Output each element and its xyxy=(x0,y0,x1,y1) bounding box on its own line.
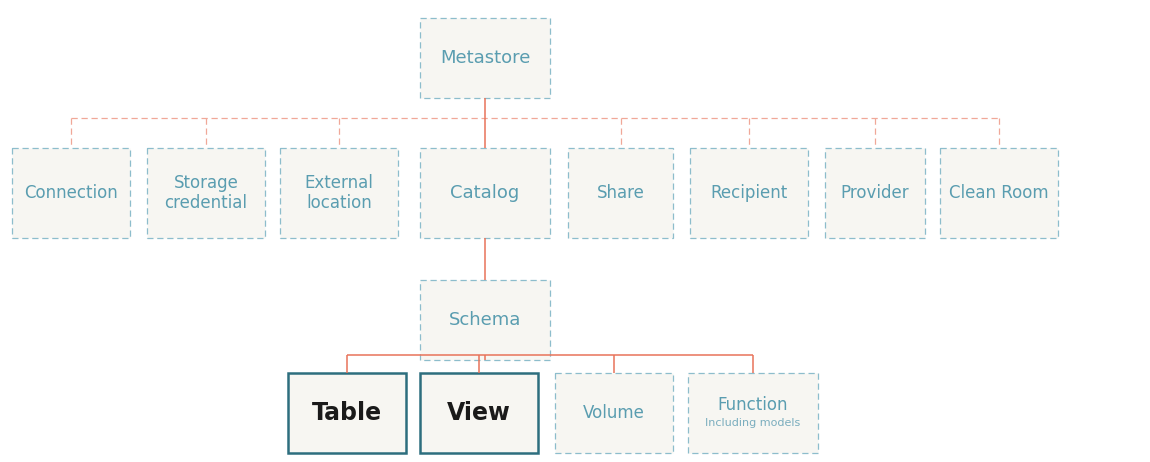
Text: Clean Room: Clean Room xyxy=(949,184,1049,202)
Text: External
location: External location xyxy=(305,174,374,213)
FancyBboxPatch shape xyxy=(555,373,673,453)
FancyBboxPatch shape xyxy=(420,280,550,360)
Text: Recipient: Recipient xyxy=(711,184,788,202)
Text: Provider: Provider xyxy=(841,184,910,202)
FancyBboxPatch shape xyxy=(825,148,925,238)
Text: Schema: Schema xyxy=(448,311,521,329)
Text: Storage
credential: Storage credential xyxy=(164,174,247,213)
Text: View: View xyxy=(447,401,511,425)
FancyBboxPatch shape xyxy=(940,148,1058,238)
FancyBboxPatch shape xyxy=(690,148,808,238)
Text: Function: Function xyxy=(718,396,788,414)
FancyBboxPatch shape xyxy=(420,373,538,453)
FancyBboxPatch shape xyxy=(12,148,130,238)
FancyBboxPatch shape xyxy=(420,18,550,98)
Text: Metastore: Metastore xyxy=(439,49,530,67)
FancyBboxPatch shape xyxy=(420,148,550,238)
Text: Catalog: Catalog xyxy=(451,184,520,202)
FancyBboxPatch shape xyxy=(147,148,264,238)
FancyBboxPatch shape xyxy=(288,373,406,453)
Text: Including models: Including models xyxy=(705,418,800,428)
Text: Connection: Connection xyxy=(24,184,118,202)
FancyBboxPatch shape xyxy=(688,373,818,453)
Text: Table: Table xyxy=(312,401,382,425)
Text: Volume: Volume xyxy=(583,404,645,422)
FancyBboxPatch shape xyxy=(568,148,673,238)
Text: Share: Share xyxy=(597,184,644,202)
FancyBboxPatch shape xyxy=(279,148,398,238)
